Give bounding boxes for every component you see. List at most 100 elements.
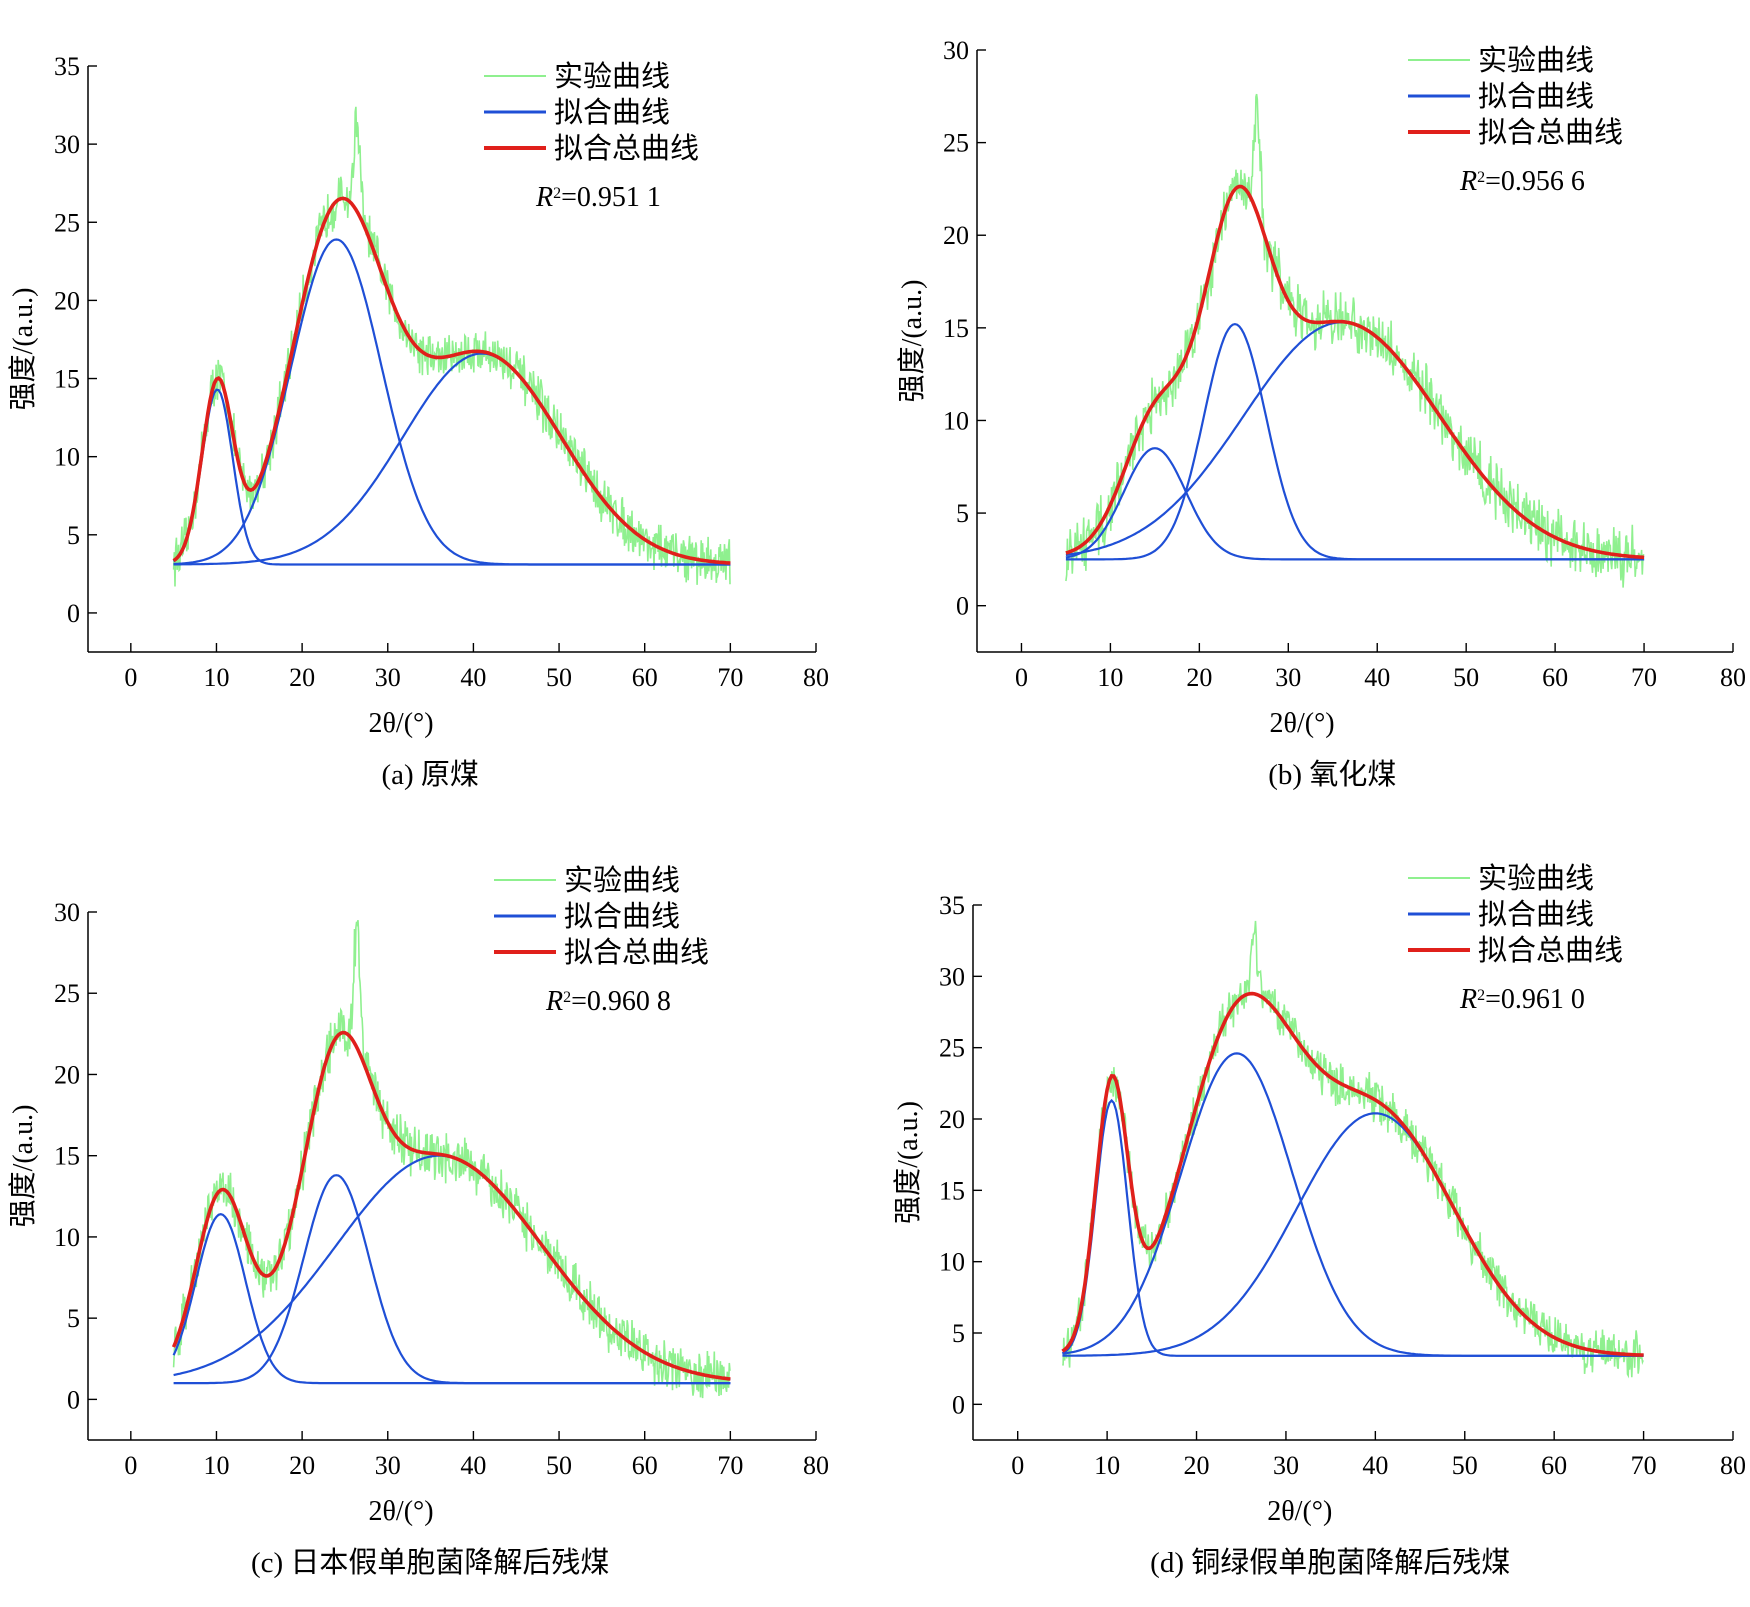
x-tick-label: 30 [1275, 663, 1301, 692]
legend-label-total: 拟合总曲线 [1478, 116, 1623, 149]
y-tick-label: 0 [952, 1390, 965, 1419]
experimental-line [1061, 920, 1644, 1379]
y-tick-label: 0 [67, 599, 80, 628]
x-tick-label: 70 [717, 663, 743, 692]
x-tick-label: 30 [1273, 1451, 1299, 1480]
total-fit-line [171, 1030, 731, 1381]
y-tick-label: 5 [952, 1319, 965, 1348]
y-tick-label: 30 [943, 36, 969, 65]
fit-curve-2 [1062, 1052, 1644, 1357]
y-tick-label: 15 [939, 1176, 965, 1205]
x-tick-label: 0 [1015, 663, 1028, 692]
total-fit-curve [1061, 991, 1644, 1357]
y-tick-label: 5 [67, 521, 80, 550]
x-axis-title: 2θ/(°) [369, 708, 434, 739]
x-tick-label: 80 [803, 663, 829, 692]
fit-curve-2 [173, 1174, 731, 1385]
r-squared-label: R2=0.951 1 [535, 182, 661, 213]
total-fit-line [172, 196, 731, 565]
x-tick-label: 70 [717, 1451, 743, 1480]
y-tick-label: 0 [956, 592, 969, 621]
x-tick-label: 40 [460, 1451, 486, 1480]
x-tick-label: 40 [1362, 1451, 1388, 1480]
x-tick-label: 70 [1631, 663, 1657, 692]
x-tick-label: 60 [632, 1451, 658, 1480]
y-tick-label: 35 [939, 891, 965, 920]
y-axis-title: 强度/(a.u.) [7, 1105, 39, 1228]
panel-caption: (d) 铜绿假单胞菌降解后残煤 [1150, 1546, 1510, 1579]
fit-curves [1061, 1052, 1644, 1357]
axes: 0 10 20 30 40 50 60 70 80 0 5 10 15 20 25 30 35 [939, 891, 1746, 1480]
legend-label-total: 拟合总曲线 [564, 936, 709, 969]
legend-label-fit: 拟合曲线 [564, 900, 680, 933]
y-tick-label: 20 [943, 221, 969, 250]
fit-curve-1 [172, 1213, 731, 1385]
panel-d: 0 10 20 30 40 50 60 70 80 0 5 10 15 20 25 30 35 2θ/(°) 强… [892, 862, 1746, 1579]
legend-label-fit: 拟合曲线 [1478, 898, 1594, 931]
x-tick-label: 60 [632, 663, 658, 692]
total-fit-curve [172, 196, 731, 565]
x-tick-label: 10 [1094, 1451, 1120, 1480]
y-tick-label: 20 [54, 1060, 80, 1089]
y-tick-label: 15 [943, 314, 969, 343]
x-tick-label: 80 [1720, 663, 1746, 692]
y-axis-title: 强度/(a.u.) [7, 288, 39, 411]
x-tick-label: 20 [289, 1451, 315, 1480]
panel-caption: (c) 日本假单胞菌降解后残煤 [251, 1546, 609, 1579]
experimental-curve [172, 920, 731, 1399]
r-squared-label: R2=0.961 0 [1459, 984, 1585, 1015]
y-tick-label: 30 [939, 962, 965, 991]
axes: 0 10 20 30 40 50 60 70 80 0 5 10 15 20 25 30 [54, 898, 829, 1480]
x-tick-label: 40 [1364, 663, 1390, 692]
y-tick-label: 10 [54, 1223, 80, 1252]
panel-b: 0 10 20 30 40 50 60 70 80 0 5 10 15 20 25 30 2θ/(°) 强度/… [896, 36, 1746, 791]
axes: 0 10 20 30 40 50 60 70 80 0 5 10 15 20 25 30 [943, 36, 1746, 692]
y-tick-label: 5 [956, 499, 969, 528]
r-squared-label: R2=0.956 6 [1459, 166, 1585, 197]
x-tick-label: 40 [460, 663, 486, 692]
x-axis-title: 2θ/(°) [1270, 708, 1335, 739]
experimental-line [172, 920, 731, 1399]
y-tick-label: 25 [54, 208, 80, 237]
panel-c: 0 10 20 30 40 50 60 70 80 0 5 10 15 20 25 30 2θ/(°) 强度/… [7, 864, 829, 1579]
x-axis-title: 2θ/(°) [1267, 1496, 1332, 1527]
y-tick-label: 20 [939, 1105, 965, 1134]
legend-label-total: 拟合总曲线 [1478, 934, 1623, 967]
y-tick-label: 0 [67, 1385, 80, 1414]
x-tick-label: 50 [546, 663, 572, 692]
x-tick-label: 30 [375, 1451, 401, 1480]
legend: 实验曲线 拟合曲线 拟合总曲线 R2=0.956 6 [1408, 44, 1623, 197]
fit-curve-3 [1062, 1112, 1644, 1357]
x-tick-label: 20 [289, 663, 315, 692]
legend: 实验曲线 拟合曲线 拟合总曲线 R2=0.960 8 [494, 864, 709, 1017]
y-tick-label: 25 [939, 1034, 965, 1063]
y-tick-label: 10 [939, 1248, 965, 1277]
legend-label-fit: 拟合曲线 [1478, 80, 1594, 113]
experimental-curve [1061, 920, 1644, 1379]
y-tick-label: 15 [54, 1142, 80, 1171]
fit-curve-2 [173, 238, 731, 566]
x-axis-title: 2θ/(°) [369, 1496, 434, 1527]
x-tick-label: 50 [1452, 1451, 1478, 1480]
y-tick-label: 20 [54, 286, 80, 315]
legend-label-experimental: 实验曲线 [1478, 44, 1594, 77]
x-tick-label: 80 [803, 1451, 829, 1480]
x-tick-label: 50 [546, 1451, 572, 1480]
x-tick-label: 20 [1184, 1451, 1210, 1480]
y-tick-label: 10 [54, 443, 80, 472]
experimental-curve [172, 106, 731, 587]
y-tick-label: 25 [943, 129, 969, 158]
fit-curve-1 [1061, 1098, 1644, 1357]
panel-caption: (a) 原煤 [381, 758, 478, 791]
x-tick-label: 50 [1453, 663, 1479, 692]
legend-label-total: 拟合总曲线 [554, 132, 699, 165]
total-fit-line [1061, 991, 1644, 1357]
panel-a: 0 10 20 30 40 50 60 70 80 0 5 10 15 20 25 30 35 2θ/(°) 强… [7, 52, 829, 791]
total-fit-curve [171, 1030, 731, 1381]
y-tick-label: 15 [54, 365, 80, 394]
y-tick-label: 35 [54, 52, 80, 81]
y-tick-label: 25 [54, 979, 80, 1008]
y-tick-label: 10 [943, 406, 969, 435]
legend-label-experimental: 实验曲线 [1478, 862, 1594, 895]
